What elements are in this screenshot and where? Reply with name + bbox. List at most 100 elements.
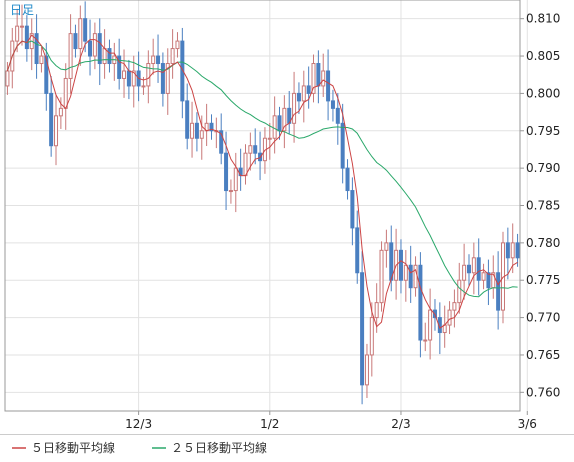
grid-lines — [5, 0, 528, 411]
candle-body — [92, 33, 97, 57]
legend-item: ２５日移動平均線 — [152, 440, 267, 455]
candle-body — [233, 167, 238, 192]
x-tick-label: 1/2 — [260, 417, 279, 431]
candle-body — [141, 85, 146, 88]
candle — [379, 241, 384, 312]
candle — [160, 52, 165, 107]
candle — [156, 34, 161, 83]
candle — [194, 112, 199, 152]
candle-body — [398, 249, 403, 281]
candle — [408, 245, 413, 303]
candle-body — [413, 264, 418, 289]
candle-body — [292, 92, 297, 124]
candle — [97, 18, 102, 86]
candle-body — [117, 55, 122, 79]
candle — [54, 94, 59, 166]
candle — [364, 343, 369, 398]
candle-body — [248, 145, 253, 154]
candle-body — [481, 272, 486, 281]
candle-body — [316, 63, 321, 87]
candle-body — [277, 115, 282, 132]
candle — [107, 39, 112, 73]
candle — [233, 152, 238, 213]
candle — [330, 89, 335, 122]
candle-body — [428, 309, 433, 341]
candle — [209, 114, 214, 140]
candle-body — [505, 242, 510, 259]
candle — [146, 50, 151, 104]
candle — [92, 22, 97, 70]
candle — [515, 233, 520, 267]
candle-body — [457, 279, 462, 304]
legend-item: ５日移動平均線 — [12, 440, 115, 455]
candle — [122, 49, 127, 98]
candle-body — [447, 309, 452, 326]
candle-body — [49, 92, 54, 147]
candle-body — [54, 115, 59, 147]
candle — [369, 302, 374, 377]
y-tick-label: 0.810 — [526, 12, 560, 26]
candle-body — [403, 264, 408, 281]
candle — [350, 177, 355, 246]
candle-body — [423, 339, 428, 342]
candle — [496, 251, 501, 330]
y-tick-label: 0.775 — [526, 273, 560, 287]
candle — [267, 123, 272, 160]
candle-body — [63, 77, 68, 109]
candle-body — [466, 264, 471, 274]
x-tick-label: 3/6 — [518, 417, 537, 431]
candle-body — [326, 70, 331, 102]
candle — [282, 95, 287, 149]
legend-label: ２５日移動平均線 — [171, 440, 267, 455]
candle-body — [374, 302, 379, 319]
candle-body — [122, 70, 127, 79]
candle-body — [34, 33, 39, 65]
candle — [78, 5, 83, 66]
x-tick-label: 12/3 — [125, 417, 152, 431]
candle-body — [355, 227, 360, 274]
candle-body — [345, 167, 350, 192]
candle — [418, 252, 423, 358]
candle-body — [462, 264, 467, 281]
candle-body — [199, 130, 204, 139]
candle — [476, 238, 481, 296]
candle — [306, 66, 311, 109]
candle — [39, 47, 44, 73]
candle — [117, 38, 122, 90]
candle-body — [88, 40, 93, 57]
candle — [311, 54, 316, 103]
candle-body — [418, 264, 423, 341]
candle — [374, 283, 379, 333]
candle-body — [224, 152, 229, 192]
candle — [58, 97, 63, 129]
ma5-line — [6, 34, 518, 329]
candle — [15, 8, 20, 53]
candle-body — [180, 40, 185, 102]
candle — [471, 242, 476, 295]
candle-body — [58, 107, 63, 117]
candle — [335, 93, 340, 145]
candle-body — [360, 272, 365, 386]
candle — [428, 288, 433, 360]
candle-body — [452, 302, 457, 311]
candle — [68, 14, 73, 94]
candle — [360, 251, 365, 405]
ma25-line — [6, 40, 518, 298]
candle-body — [165, 63, 170, 94]
x-tick-label: 2/3 — [391, 417, 410, 431]
candle-body — [301, 85, 306, 102]
candle-body — [131, 70, 136, 87]
y-tick-label: 0.785 — [526, 199, 560, 213]
candle-body — [24, 25, 29, 50]
candle — [248, 132, 253, 171]
candle — [398, 239, 403, 294]
candle — [185, 83, 190, 150]
y-tick-label: 0.795 — [526, 124, 560, 138]
candle-body — [311, 63, 316, 94]
candle — [24, 15, 29, 62]
candle-body — [15, 25, 20, 42]
candle — [44, 42, 49, 111]
candle — [505, 227, 510, 280]
candle — [73, 24, 78, 58]
x-axis: 12/3 1/2 2/3 3/6 — [125, 411, 537, 431]
